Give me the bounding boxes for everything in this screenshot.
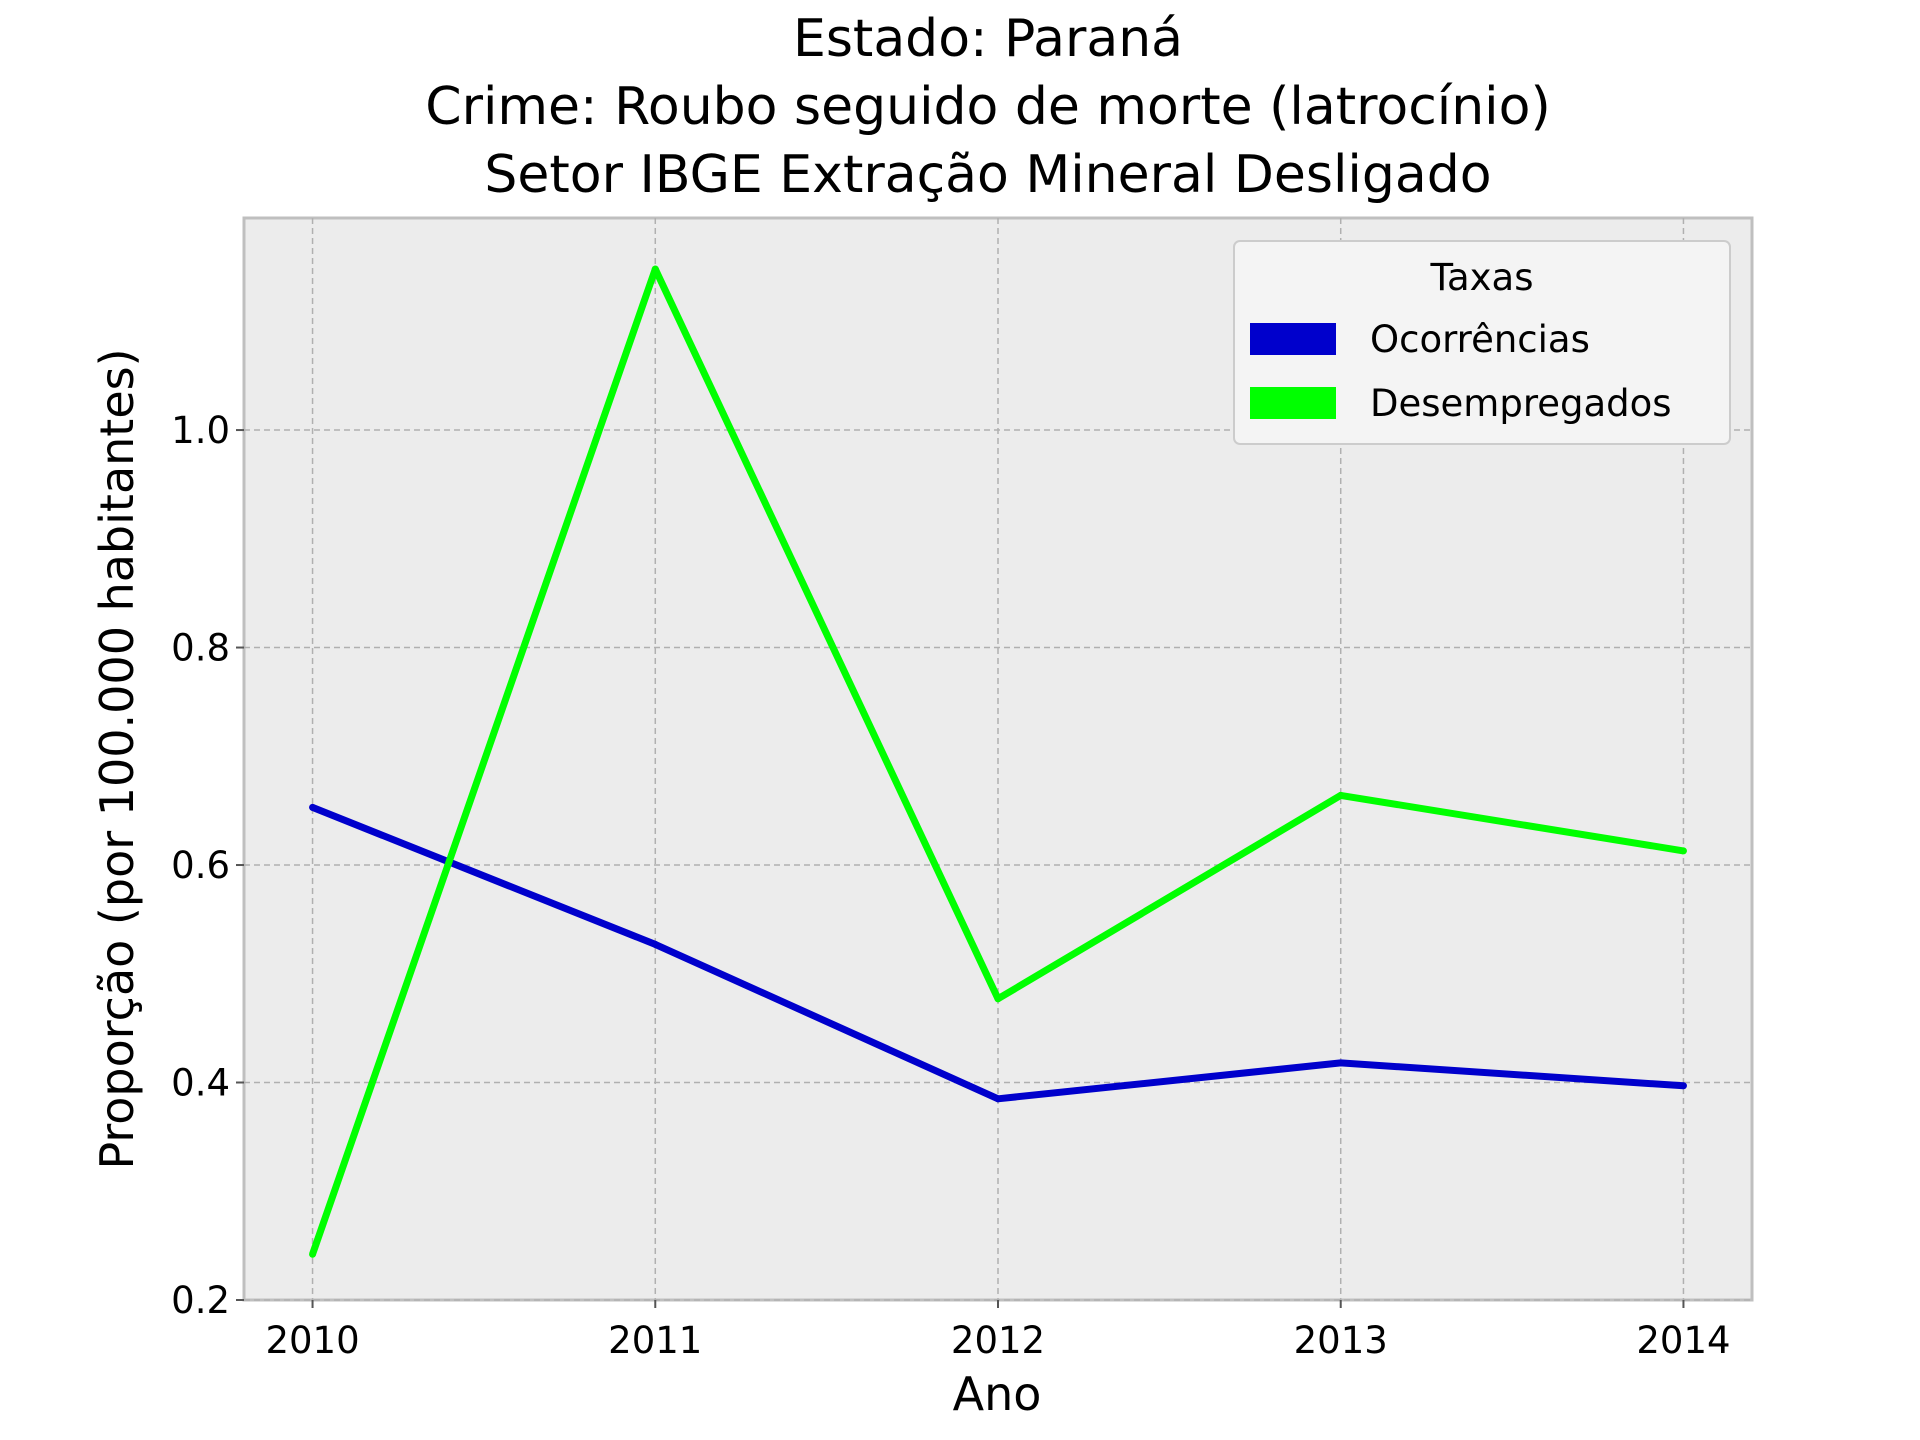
data-point-ocorrencias [651, 940, 659, 948]
data-point-ocorrencias [309, 803, 317, 811]
legend-box [1233, 240, 1731, 445]
legend-swatch-ocorrencias [1250, 323, 1336, 355]
x-axis-ticks: 2010 2011 2012 2013 2014 [265, 1300, 1731, 1362]
x-tick-label: 2014 [1636, 1319, 1730, 1362]
legend-label-desempregados: Desempregados [1370, 382, 1672, 425]
data-point-ocorrencias [1679, 1082, 1687, 1090]
data-point-desempregados [1337, 791, 1345, 799]
x-axis-label: Ano [953, 1367, 1042, 1421]
y-tick-label: 0.4 [171, 1062, 230, 1105]
legend-title: Taxas [1430, 256, 1534, 299]
x-tick-label: 2013 [1294, 1319, 1388, 1362]
data-point-ocorrencias [1337, 1059, 1345, 1067]
y-tick-label: 0.6 [171, 844, 230, 887]
data-point-desempregados [651, 265, 659, 273]
data-point-desempregados [1679, 847, 1687, 855]
y-tick-label: 1.0 [171, 409, 230, 452]
data-point-desempregados [994, 995, 1002, 1003]
data-series [309, 265, 1687, 1258]
data-point-desempregados [309, 1250, 317, 1258]
y-axis-label: Proporção (por 100.000 habitantes) [90, 348, 144, 1169]
y-tick-label: 0.8 [171, 627, 230, 670]
legend-swatch-desempregados [1250, 387, 1336, 419]
legend-label-ocorrencias: Ocorrências [1370, 318, 1590, 361]
x-tick-label: 2012 [951, 1319, 1045, 1362]
legend: Taxas Ocorrências Desempregados [1233, 240, 1731, 445]
chart-title-line-2: Crime: Roubo seguido de morte (latrocíni… [425, 77, 1550, 137]
chart-title-line-1: Estado: Paraná [793, 9, 1183, 69]
y-axis-ticks: 0.2 0.4 0.6 0.8 1.0 [171, 409, 244, 1322]
x-tick-label: 2011 [608, 1319, 702, 1362]
data-point-ocorrencias [994, 1095, 1002, 1103]
chart-title-line-3: Setor IBGE Extração Mineral Desligado [484, 145, 1491, 205]
y-tick-label: 0.2 [171, 1279, 230, 1322]
x-tick-label: 2010 [265, 1319, 359, 1362]
